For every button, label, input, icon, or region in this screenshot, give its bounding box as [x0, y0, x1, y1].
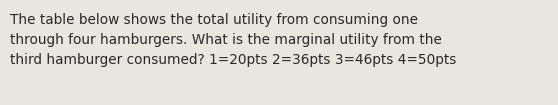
Text: The table below shows the total utility from consuming one
through four hamburge: The table below shows the total utility … — [10, 13, 456, 67]
